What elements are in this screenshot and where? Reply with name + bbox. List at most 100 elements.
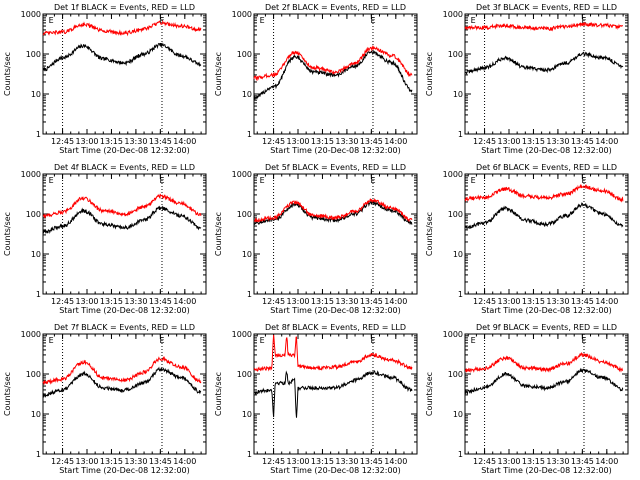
chart-panel-2: Det 2f BLACK = Events, RED = LLD 1 10 100 10… — [214, 3, 417, 155]
x-tick-label: 12:45 — [51, 457, 74, 466]
event-marker-label: E — [471, 16, 476, 25]
x-tick-label: 13:00 — [286, 137, 309, 146]
lld-series-line — [254, 335, 412, 371]
x-tick-label: 13:30 — [335, 457, 358, 466]
chart-panel-3: Det 3f BLACK = Events, RED = LLD 1 10 100 10… — [425, 3, 628, 155]
plot-frame — [254, 174, 417, 294]
lld-series-line — [465, 23, 623, 31]
x-tick-label: 13:00 — [286, 297, 309, 306]
y-tick-label: 1000 — [443, 170, 463, 179]
chart-panel-9: Det 9f BLACK = Events, RED = LLD 1 10 100 10… — [425, 323, 628, 475]
y-tick-label: 1000 — [21, 330, 41, 339]
y-tick-label: 1 — [36, 450, 41, 459]
x-axis-label: Start Time (20-Dec-08 12:32:00) — [270, 146, 401, 155]
chart-title: Det 3f BLACK = Events, RED = LLD — [476, 3, 617, 12]
events-series-line — [254, 51, 412, 100]
y-tick-label: 1000 — [232, 170, 252, 179]
x-axis-label: Start Time (20-Dec-08 12:32:00) — [59, 306, 190, 315]
y-tick-label: 1000 — [21, 170, 41, 179]
x-tick-label: 13:30 — [546, 457, 569, 466]
x-tick-label: 13:00 — [286, 457, 309, 466]
y-axis-label: Counts/sec — [3, 212, 12, 256]
plot-frame — [43, 334, 206, 454]
x-tick-label: 13:15 — [311, 457, 334, 466]
events-series-line — [254, 371, 412, 418]
chart-title: Det 9f BLACK = Events, RED = LLD — [476, 323, 617, 332]
y-tick-label: 100 — [448, 370, 463, 379]
plot-frame — [254, 14, 417, 134]
event-marker-label: E — [260, 16, 265, 25]
y-tick-label: 10 — [242, 250, 252, 259]
x-tick-label: 13:30 — [546, 137, 569, 146]
x-tick-label: 12:45 — [262, 457, 285, 466]
y-tick-label: 10 — [31, 90, 41, 99]
event-marker-label: E — [370, 176, 375, 185]
x-tick-label: 13:45 — [360, 297, 383, 306]
y-tick-label: 1 — [247, 290, 252, 299]
event-marker-label: E — [159, 336, 164, 345]
x-axis-label: Start Time (20-Dec-08 12:32:00) — [481, 466, 612, 475]
x-tick-label: 13:15 — [522, 297, 545, 306]
y-tick-label: 1000 — [232, 330, 252, 339]
x-tick-label: 13:15 — [100, 457, 123, 466]
lld-series-line — [465, 353, 623, 372]
x-axis-label: Start Time (20-Dec-08 12:32:00) — [59, 146, 190, 155]
lld-series-line — [43, 21, 201, 35]
y-tick-label: 10 — [31, 250, 41, 259]
x-tick-label: 13:15 — [311, 297, 334, 306]
y-tick-label: 100 — [26, 370, 41, 379]
chart-panel-8: Det 8f BLACK = Events, RED = LLD 1 10 100 10… — [214, 323, 417, 475]
x-tick-label: 13:00 — [497, 297, 520, 306]
y-tick-label: 1 — [36, 130, 41, 139]
y-tick-label: 10 — [242, 410, 252, 419]
y-tick-label: 100 — [26, 50, 41, 59]
y-axis-label: Counts/sec — [214, 212, 223, 256]
x-tick-label: 13:30 — [335, 137, 358, 146]
x-tick-label: 13:15 — [311, 137, 334, 146]
x-tick-label: 12:45 — [51, 297, 74, 306]
x-tick-label: 12:45 — [262, 297, 285, 306]
y-tick-label: 1 — [458, 290, 463, 299]
x-tick-label: 13:15 — [522, 137, 545, 146]
x-tick-label: 13:00 — [75, 457, 98, 466]
x-tick-label: 12:45 — [473, 457, 496, 466]
y-tick-label: 1 — [247, 450, 252, 459]
chart-panel-7: Det 7f BLACK = Events, RED = LLD11010010… — [3, 323, 206, 475]
plot-frame — [43, 174, 206, 294]
event-marker-label: E — [370, 336, 375, 345]
x-tick-label: 12:45 — [51, 137, 74, 146]
y-tick-label: 10 — [453, 90, 463, 99]
chart-panel-1: Det 1f BLACK = Events, RED = LLD 1 10 100 10… — [3, 3, 206, 155]
plot-frame — [465, 334, 628, 454]
y-axis-label: Counts/sec — [3, 52, 12, 96]
x-tick-label: 14:00 — [384, 137, 407, 146]
y-axis-label: Counts/sec — [3, 372, 12, 416]
x-tick-label: 12:45 — [473, 297, 496, 306]
x-tick-label: 13:45 — [571, 297, 594, 306]
event-marker-label: E — [49, 176, 54, 185]
x-tick-label: 13:45 — [149, 297, 172, 306]
x-tick-label: 13:00 — [75, 137, 98, 146]
y-tick-label: 1000 — [21, 10, 41, 19]
event-marker-label: E — [471, 336, 476, 345]
chart-panel-4: Det 4f BLACK = Events, RED = LLD 1 10 100 10… — [3, 163, 206, 315]
x-tick-label: 13:45 — [571, 457, 594, 466]
events-series-line — [254, 201, 412, 224]
event-marker-label: E — [49, 336, 54, 345]
x-tick-label: 14:00 — [595, 137, 618, 146]
y-axis-label: Counts/sec — [425, 52, 434, 96]
event-marker-label: E — [471, 176, 476, 185]
chart-panel-5: Det 5f BLACK = Events, RED = LLD 1 10 100 10… — [214, 163, 417, 315]
x-tick-label: 13:45 — [360, 137, 383, 146]
chart-title: Det 8f BLACK = Events, RED = LLD — [265, 323, 406, 332]
y-tick-label: 1000 — [443, 10, 463, 19]
x-axis-label: Start Time (20-Dec-08 12:32:00) — [481, 146, 612, 155]
x-tick-label: 13:15 — [100, 137, 123, 146]
x-axis-label: Start Time (20-Dec-08 12:32:00) — [270, 306, 401, 315]
x-tick-label: 14:00 — [384, 297, 407, 306]
x-tick-label: 13:00 — [497, 137, 520, 146]
event-marker-label: E — [159, 176, 164, 185]
x-tick-label: 13:30 — [124, 457, 147, 466]
x-tick-label: 13:45 — [149, 457, 172, 466]
y-tick-label: 1 — [458, 130, 463, 139]
